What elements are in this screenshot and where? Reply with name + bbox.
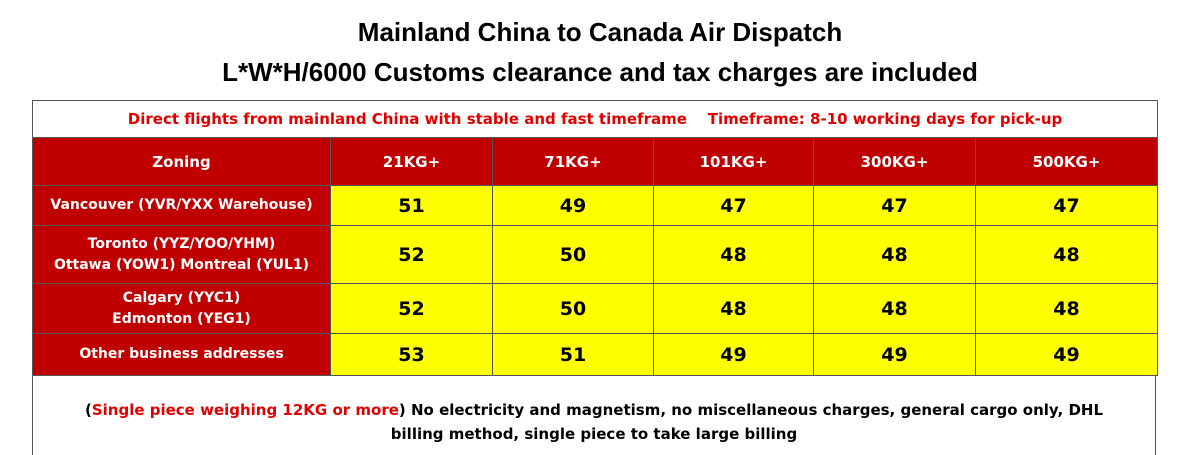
price: 48 <box>653 225 814 284</box>
price-table: Direct flights from mainland China with … <box>31 100 1159 376</box>
title: Mainland China to Canada Air Dispatch <box>357 17 843 47</box>
zone-line: Ottawa (YOW1) Montreal (YUL1) <box>53 256 310 273</box>
price: 48 <box>974 283 1159 334</box>
column-header: 300KG+ <box>813 137 976 186</box>
row: Calgary (YYC1) Edmonton (YEG1) 52 50 48 48 48 <box>32 283 1159 334</box>
price: 52 <box>330 283 493 334</box>
notice: Direct flights from mainland China with … <box>31 100 1159 138</box>
subtitle: L*W*H/6000 Customs clearance and tax cha… <box>222 57 978 87</box>
price: 50 <box>492 225 654 284</box>
price: 51 <box>330 185 493 226</box>
footer-body: ) No electricity and magnetism, no misce… <box>390 401 1104 443</box>
column-header: 500KG+ <box>974 137 1159 186</box>
price: 48 <box>653 283 814 334</box>
header-row: Zoning 21KG+ 71KG+ 101KG+ 300KG+ 500KG+ <box>32 137 1159 186</box>
price: 49 <box>492 185 654 226</box>
footer-text: (Single piece weighing 12KG or more) No … <box>64 398 1124 446</box>
notice-row: Direct flights from mainland China with … <box>31 100 1159 138</box>
row: Other business addresses 53 51 49 49 49 <box>32 333 1159 376</box>
price: 51 <box>492 333 654 376</box>
zone-line: Toronto (YYZ/YOO/YHM) <box>87 235 276 252</box>
zone-line: Other business addresses <box>79 346 284 362</box>
price: 53 <box>330 333 493 376</box>
zone-line: Edmonton (YEG1) <box>112 310 251 327</box>
zone: Other business addresses <box>32 333 331 376</box>
zone: Vancouver (YVR/YXX Warehouse) <box>32 185 331 226</box>
row: Toronto (YYZ/YOO/YHM) Ottawa (YOW1) Montr… <box>32 225 1159 284</box>
column-header: 21KG+ <box>330 137 493 186</box>
column-header: Zoning <box>32 137 331 186</box>
notice-text: Timeframe: 8-10 working days for pick-up <box>707 110 1063 128</box>
footer: (Single piece weighing 12KG or more) No … <box>32 375 1156 455</box>
zone: Toronto (YYZ/YOO/YHM) Ottawa (YOW1) Montr… <box>32 225 331 284</box>
price: 49 <box>813 333 976 376</box>
zone: Calgary (YYC1) Edmonton (YEG1) <box>32 283 331 334</box>
price: 48 <box>813 225 976 284</box>
price: 49 <box>974 333 1159 376</box>
price: 50 <box>492 283 654 334</box>
price: 48 <box>974 225 1159 284</box>
zone-line: Calgary (YYC1) <box>122 289 241 306</box>
price: 47 <box>813 185 976 226</box>
column-header: 71KG+ <box>492 137 654 186</box>
price: 49 <box>653 333 814 376</box>
price: 47 <box>974 185 1159 226</box>
column-header: 101KG+ <box>653 137 814 186</box>
zone-line: Vancouver (YVR/YXX Warehouse) <box>50 197 313 213</box>
notice-text: Direct flights from mainland China with … <box>127 110 687 128</box>
price: 48 <box>813 283 976 334</box>
price: 47 <box>653 185 814 226</box>
footer-highlight: Single piece weighing 12KG or more <box>91 401 399 419</box>
price: 52 <box>330 225 493 284</box>
row: Vancouver (YVR/YXX Warehouse) 51 49 47 47 47 <box>32 185 1159 226</box>
titles: Mainland China to Canada Air Dispatch L*… <box>0 12 1178 92</box>
footer-open: ( <box>84 401 92 419</box>
